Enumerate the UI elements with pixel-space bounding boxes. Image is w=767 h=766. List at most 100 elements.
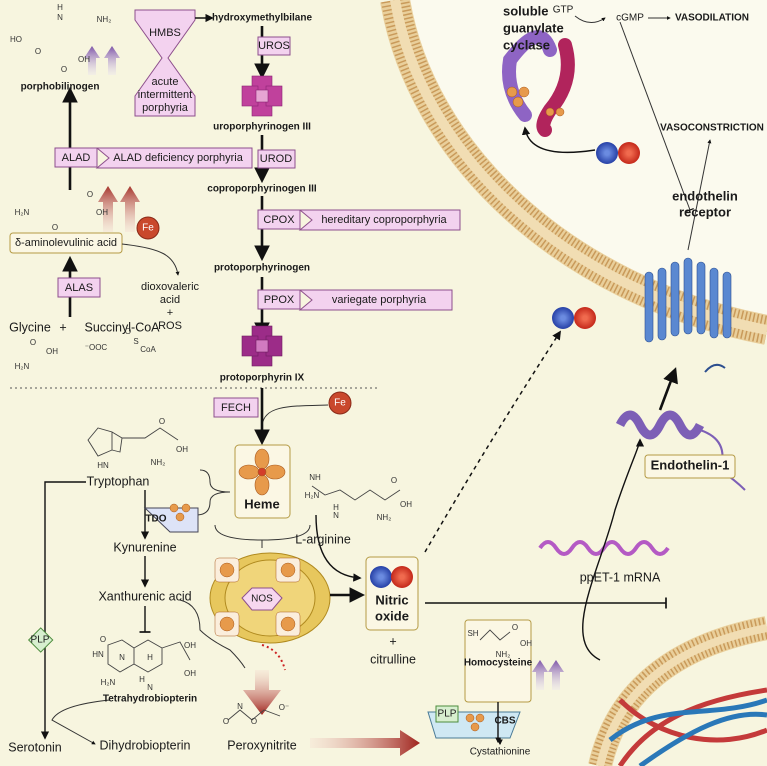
metabolite: porphobilinogen [21, 82, 100, 93]
endothelium-g-rect [670, 261, 680, 337]
tryptophan-pathway-path [40, 481, 86, 740]
enzyme: NOS [251, 594, 273, 605]
atom-label: O [391, 476, 397, 485]
atom-label: OH [520, 639, 532, 648]
disease: hereditary coproporphyria [321, 214, 447, 226]
heme-pathway-g [238, 448, 286, 496]
byproduct: acid [160, 294, 180, 306]
atom-label: OH [78, 55, 90, 64]
atom-label: H₂N [305, 491, 320, 500]
byproduct: + [167, 307, 173, 319]
no-pathway-g-circle [465, 713, 475, 723]
tryptophan-pathway [27, 427, 246, 745]
endothelium-path [582, 438, 645, 661]
heme-pathway-rect [257, 36, 291, 56]
no-pathway-circle [370, 566, 392, 588]
atom-label: O [61, 65, 67, 74]
atom-label: N [237, 702, 243, 711]
atom-label: S [133, 337, 138, 346]
atom-label: OH [400, 500, 412, 509]
metabolite: Dihydrobiopterin [99, 738, 190, 752]
endothelium-g [644, 257, 732, 343]
atom-label: NH₂ [97, 15, 112, 24]
enzyme: ALAS [65, 282, 93, 294]
heme-pathway-path [84, 46, 120, 75]
tryptophan-pathway-path [51, 699, 111, 745]
metabolite: protoporphyrinogen [214, 263, 310, 274]
endothelium-line [658, 367, 678, 411]
heme-pathway-g-rect [265, 335, 283, 357]
metabolite: Tetrahydrobiopterin [103, 694, 197, 705]
transcript: ppET-1 mRNA [580, 570, 661, 584]
atom-label: O [52, 223, 58, 232]
byproduct: ROS [158, 320, 182, 332]
endothelium-g-rect [644, 271, 654, 343]
no-pathway-g-circle [475, 713, 485, 723]
cofactor: PLP [31, 635, 50, 646]
heme-pathway-path [261, 404, 329, 426]
atom-label: O [30, 338, 36, 347]
endothelium-line [687, 139, 712, 251]
heme-pathway-g-ellipse [254, 474, 270, 496]
heme-pathway-g [241, 75, 283, 117]
heme-pathway-g-ellipse [264, 464, 286, 480]
endothelium-path [619, 21, 694, 212]
metabolite: Xanthurenic acid [98, 589, 191, 603]
endothelium-g-circle [545, 107, 555, 117]
metabolite: Succinyl-CoA [84, 320, 160, 334]
enzyme: UROS [258, 40, 290, 52]
tryptophan-pathway-path [195, 469, 231, 516]
heme-pathway-path [121, 243, 180, 276]
metabolite: Peroxynitrite [227, 738, 297, 752]
tryptophan-pathway-path [143, 507, 199, 533]
effect: VASODILATION [675, 13, 749, 24]
iron: Fe [142, 223, 154, 234]
metabolite: cGMP [616, 13, 644, 24]
no-pathway-polygon [241, 587, 283, 611]
atom-label: O [512, 623, 518, 632]
disease: acute [152, 76, 179, 88]
atom-label: O [125, 327, 131, 336]
enzyme: PPOX [264, 294, 295, 306]
atom-label: H₂N [15, 208, 30, 217]
endothelium-path [704, 363, 726, 373]
endothelium-g [506, 86, 565, 117]
endothelium-g-rect [696, 261, 706, 335]
no-pathway-path [479, 629, 511, 641]
atom-label: ⁻OOC [85, 343, 108, 352]
atom-label: CoA [140, 345, 156, 354]
atom-label: N [119, 653, 125, 662]
no-pathway-path [227, 709, 281, 721]
heme-pathway-circle [136, 216, 160, 240]
endothelium-path [574, 15, 606, 23]
atom-label: H [57, 3, 63, 12]
atom-label: OH [184, 641, 196, 650]
no-pathway-path [261, 644, 286, 671]
heme-pathway-g-ellipse [238, 464, 260, 480]
no-pathway-g [214, 557, 301, 637]
receptor: endothelin [672, 188, 738, 203]
atom-label: HO [10, 35, 22, 44]
labels: porphobilinogen HMBS acuteintermittentporp… [8, 3, 764, 758]
tryptophan-pathway-rect [27, 627, 54, 653]
endothelium-circle [552, 307, 574, 329]
endothelium-path [521, 126, 596, 154]
heme-pathway-g-rect [255, 339, 269, 353]
atom-label: NH [309, 473, 321, 482]
disease: ALAD deficiency porphyria [113, 152, 244, 164]
heme-pathway-g-ellipse [254, 448, 270, 470]
atom-label: NH₂ [151, 458, 166, 467]
no-pathway-path [315, 514, 362, 582]
metabolite: Heme [244, 496, 279, 511]
enzyme: soluble [503, 3, 549, 18]
atom-label: HN [97, 461, 109, 470]
endothelium [502, 15, 767, 766]
heme-pathway-path [298, 209, 461, 231]
atom-label: H [139, 675, 145, 684]
membranes-path [596, 624, 767, 766]
enzyme: TDO [145, 514, 166, 525]
enzyme: guanylate [503, 20, 564, 35]
atom-label: O [159, 417, 165, 426]
heme-pathway-g-rect [265, 85, 283, 107]
